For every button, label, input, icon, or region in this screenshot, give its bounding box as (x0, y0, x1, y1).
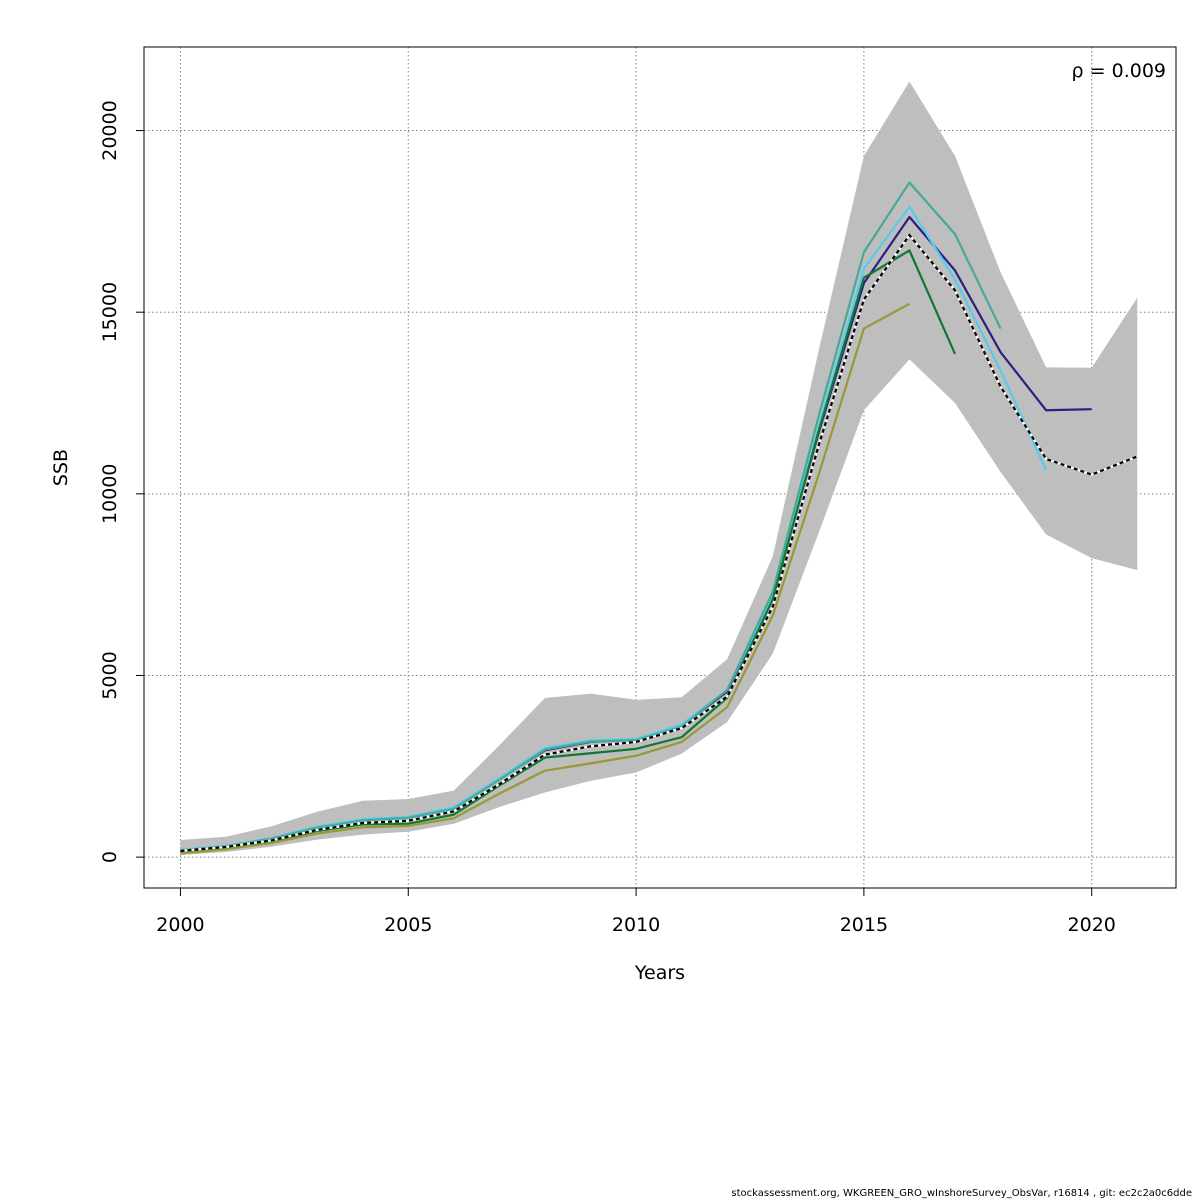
confidence-band (180, 81, 1138, 855)
confidence-band-area (180, 81, 1138, 855)
series-lines (180, 181, 1138, 855)
x-tick-label: 2005 (384, 914, 432, 936)
plot-frame (143, 46, 1177, 889)
y-axis-title: SSB (50, 449, 72, 486)
x-tick-label: 2010 (612, 914, 660, 936)
y-tick-label: 0 (99, 851, 121, 863)
series-line-base (180, 233, 1138, 853)
footer-credit: stockassessment.org, WKGREEN_GRO_wInshor… (731, 1188, 1192, 1199)
x-tick-label: 2000 (156, 914, 204, 936)
y-tick-label: 20000 (99, 100, 121, 160)
x-tick-label: 2015 (840, 914, 888, 936)
axes: 2000 2005 2010 2015 2020 0 5000 10000 15000 20000 (99, 46, 1177, 936)
y-tick-label: 10000 (99, 464, 121, 524)
x-axis-title: Years (634, 962, 685, 984)
series-line-peel-3 (180, 181, 1002, 852)
series-line-peel-5 (180, 302, 910, 855)
y-tick-label: 5000 (99, 651, 121, 699)
rho-annotation: ρ = 0.009 (1072, 60, 1166, 82)
y-tick-label: 15000 (99, 282, 121, 342)
x-tick-label: 2020 (1068, 914, 1116, 936)
